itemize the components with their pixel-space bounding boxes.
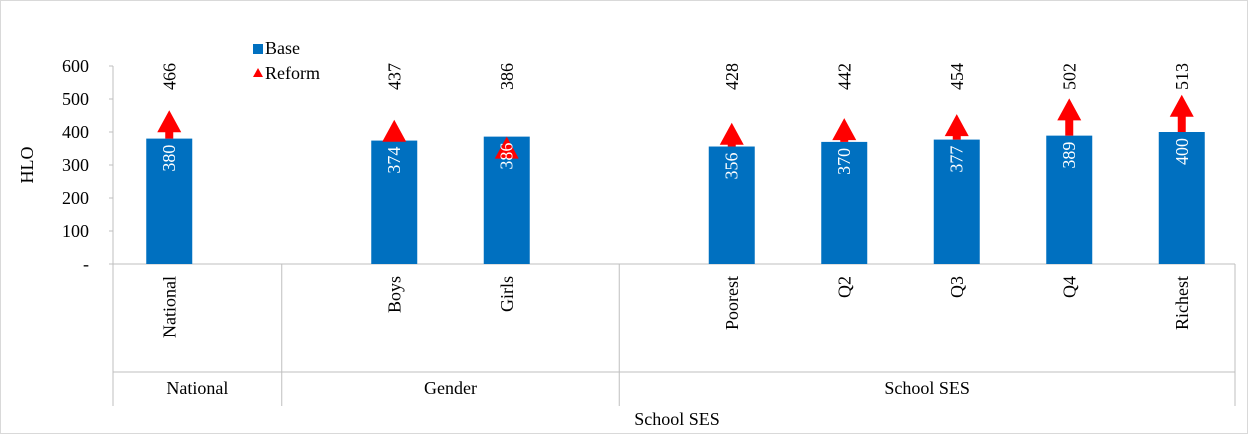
legend-layer: Base Reform [253, 38, 320, 83]
group-label: Gender [424, 378, 477, 398]
legend-base-label: Base [265, 38, 300, 58]
category-label: Girls [497, 276, 517, 312]
category-label: Q4 [1059, 276, 1079, 298]
category-label: National [159, 276, 179, 338]
y-axis-title: HLO [17, 147, 37, 184]
legend-reform-marker [253, 68, 263, 77]
reform-arrow-shaft [840, 139, 849, 142]
legend-base-marker [253, 44, 263, 54]
reform-arrow-shaft [1065, 119, 1074, 136]
y-tick-label: 100 [62, 221, 89, 241]
reform-arrow-head [1057, 98, 1082, 121]
reform-arrow-head [494, 136, 519, 159]
base-value-label: 386 [497, 143, 517, 170]
reform-value-label: 386 [497, 63, 517, 90]
base-bar [821, 141, 868, 264]
reform-value-label: 454 [947, 63, 967, 90]
reform-arrow-shaft [1177, 115, 1186, 132]
y-tick-label: 400 [62, 122, 89, 142]
group-label: National [166, 378, 228, 398]
base-value-label: 389 [1059, 142, 1079, 169]
legend-reform-label: Reform [265, 63, 320, 83]
base-bar [1046, 135, 1093, 264]
x-axis-title: School SES [634, 409, 720, 429]
axes-layer: - 100 200 300 400 500 600 HLO National Boys Girls P… [17, 56, 1236, 429]
reform-value-label: 442 [834, 63, 854, 90]
base-bar [933, 139, 980, 264]
y-tick-label: 300 [62, 155, 89, 175]
reform-arrow-shaft [165, 131, 174, 139]
reform-arrow-head [832, 118, 857, 141]
y-tick-label: 500 [62, 89, 89, 109]
group-label: School SES [884, 378, 970, 398]
base-bar [146, 138, 193, 264]
y-tick-label: - [83, 254, 89, 274]
reform-arrow-head [157, 110, 182, 133]
reform-value-label: 428 [722, 63, 742, 90]
category-label: Q3 [947, 276, 967, 298]
bars-layer [146, 132, 1205, 264]
arrows-layer [157, 94, 1194, 159]
reform-arrow-shaft [952, 135, 961, 140]
category-label: Poorest [722, 276, 742, 330]
category-label: Q2 [834, 276, 854, 298]
base-bar [371, 140, 418, 264]
reform-value-label: 513 [1172, 63, 1192, 90]
reform-arrow-head [382, 119, 407, 142]
labels-layer: 380 466 374 437 386 386 356 428 370 442 377 454 389 5… [159, 63, 1192, 180]
reform-arrow-head [944, 114, 969, 137]
reform-value-label: 437 [384, 63, 404, 90]
reform-value-label: 466 [159, 63, 179, 90]
y-tick-label: 200 [62, 188, 89, 208]
y-tick-label: 600 [62, 56, 89, 76]
base-value-label: 380 [159, 145, 179, 172]
category-label: Boys [384, 276, 404, 313]
base-bar [1158, 132, 1205, 264]
category-label: Richest [1172, 276, 1192, 330]
reform-arrow-head [1169, 94, 1194, 117]
reform-arrow-head [719, 122, 744, 145]
base-value-label: 374 [384, 147, 404, 174]
base-value-label: 400 [1172, 138, 1192, 165]
reform-arrow-shaft [727, 143, 736, 147]
base-value-label: 377 [947, 146, 967, 173]
reform-value-label: 502 [1059, 63, 1079, 90]
base-value-label: 370 [834, 148, 854, 175]
base-value-label: 356 [722, 153, 742, 180]
base-bar [708, 146, 755, 264]
